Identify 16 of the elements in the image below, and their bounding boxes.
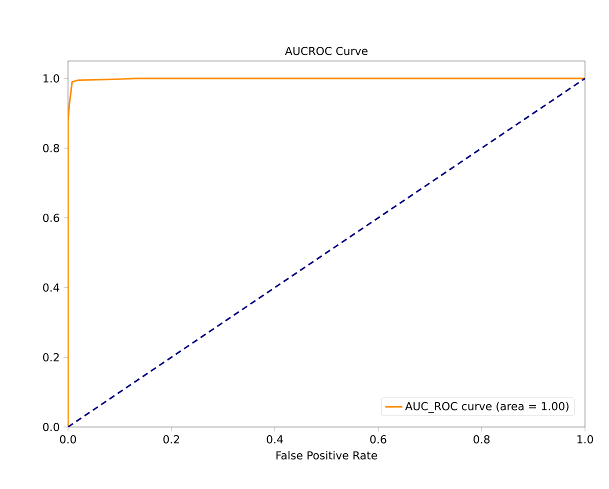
y-tick-label: 0.0 bbox=[43, 422, 60, 432]
line-series bbox=[68, 78, 586, 427]
y-tick-label: 0.8 bbox=[43, 144, 60, 152]
y-tick-label: 0.4 bbox=[43, 283, 60, 292]
x-tick-label: 1.0 bbox=[577, 435, 594, 444]
legend-label: AUC_ROC curve (area = 1.00) bbox=[405, 402, 568, 413]
x-tick-label: 0.0 bbox=[60, 435, 76, 444]
x-tick-label: 0.2 bbox=[163, 435, 180, 444]
x-tick-label: 0.6 bbox=[370, 435, 386, 444]
x-tick-label: 0.8 bbox=[474, 435, 490, 444]
x-tick-label: 0.4 bbox=[266, 435, 283, 444]
x-axis-title: False Positive Rate bbox=[276, 450, 378, 460]
y-tick-label: 1.0 bbox=[44, 74, 60, 83]
y-tick-label: 0.2 bbox=[43, 353, 59, 362]
y-tick-label: 0.6 bbox=[43, 214, 60, 222]
chart-title: AUCROC Curve bbox=[284, 46, 368, 56]
